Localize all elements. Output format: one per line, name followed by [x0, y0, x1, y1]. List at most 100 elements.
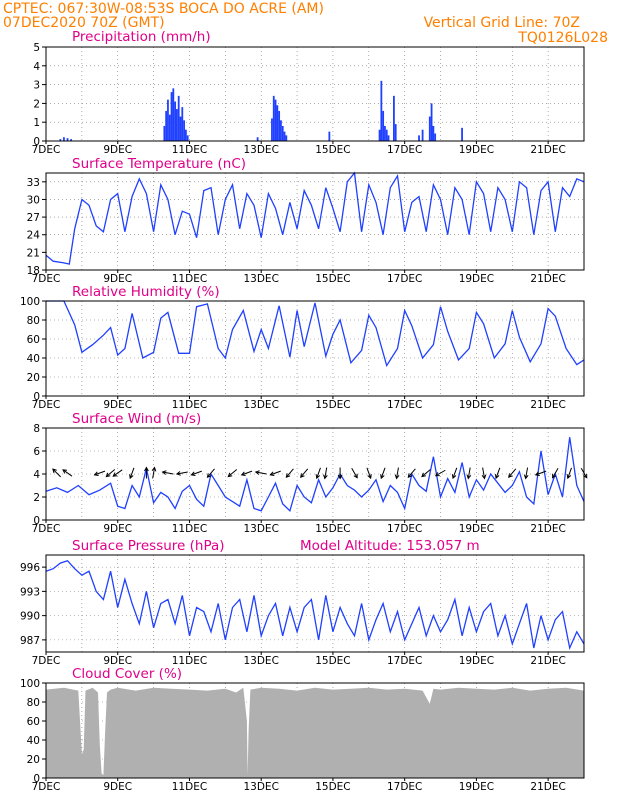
wind-arrow-head	[129, 474, 134, 480]
wind-arrow	[508, 468, 517, 479]
wind-arrow	[323, 467, 328, 480]
wind-arrow	[105, 469, 116, 478]
temperature-ytick-label: 24	[27, 230, 41, 242]
humidity-xtick-label: 7DEC	[32, 399, 61, 411]
precip-bar	[167, 99, 169, 141]
wind-arrow-head	[353, 473, 358, 479]
precip-bar	[170, 92, 173, 141]
wind-arrow-shaft	[421, 469, 431, 477]
wind-arrow-shaft	[316, 467, 321, 479]
humidity-title: Relative Humidity (%)	[72, 284, 220, 300]
precip-bar	[183, 120, 185, 141]
wind-arrow	[285, 468, 294, 479]
wind-arrow-head	[315, 474, 321, 480]
precip-bar	[278, 110, 281, 141]
precip-ytick-label: 0	[33, 136, 40, 148]
model-altitude-label: Model Altitude: 153.057 m	[300, 538, 480, 554]
wind-arrow	[407, 468, 416, 479]
precip-bar	[70, 139, 73, 141]
temperature-xtick-label: 21DEC	[530, 273, 565, 285]
wind-arrow-shaft	[152, 467, 156, 479]
precip-bar	[432, 125, 435, 141]
precip-bar	[181, 107, 184, 141]
temperature-xtick-label: 9DEC	[103, 273, 132, 285]
cloud-xtick-label: 19DEC	[459, 781, 494, 793]
humidity-frame	[45, 300, 585, 397]
wind-arrow	[240, 470, 253, 476]
wind-arrow-shaft	[270, 470, 281, 476]
wind-xtick-label: 21DEC	[530, 523, 565, 535]
precip-bar	[428, 116, 431, 141]
precip-frame	[45, 46, 585, 142]
wind-panel: 0 2 4 6 8 7DEC 9DEC 11DEC 13DEC 15DEC 17DEC 19DEC 21…	[32, 411, 588, 535]
wind-arrow-shaft	[525, 467, 529, 479]
wind-arrow-shaft	[366, 467, 372, 479]
wind-arrow	[421, 469, 431, 478]
precip-xtick-label: 9DEC	[103, 144, 132, 156]
wind-arrow-shaft	[162, 471, 174, 475]
cloud-xtick-label: 21DEC	[530, 781, 565, 793]
precip-bar	[430, 103, 433, 141]
wind-arrow-head	[494, 474, 500, 480]
temperature-xtick-label: 13DEC	[243, 273, 278, 285]
cloud-xtick-label: 11DEC	[172, 781, 207, 793]
precip-bar	[177, 95, 180, 141]
precip-xtick-label: 7DEC	[32, 144, 61, 156]
cloud-ytick-label: 20	[27, 754, 40, 766]
wind-arrow-head	[380, 474, 385, 480]
cloud-frame	[45, 682, 585, 779]
precip-bar	[280, 120, 282, 141]
wind-arrow-head	[394, 474, 400, 480]
precip-bar	[272, 95, 275, 141]
wind-arrow	[206, 468, 215, 479]
pressure-xtick-label: 19DEC	[459, 655, 494, 667]
precip-bar	[394, 124, 397, 141]
humidity-ytick-label: 0	[33, 391, 40, 403]
wind-frame	[45, 427, 585, 521]
wind-series-line	[45, 437, 585, 513]
temperature-ytick-label: 18	[27, 265, 40, 277]
wind-arrow	[190, 470, 202, 476]
cloud-cover-area	[46, 687, 584, 778]
cloud-xtick-label: 9DEC	[103, 781, 132, 793]
wind-arrow-head	[566, 474, 572, 480]
precip-xtick-label: 17DEC	[387, 144, 422, 156]
precip-bar	[393, 95, 395, 141]
wind-xtick-label: 9DEC	[103, 523, 132, 535]
wind-arrow	[434, 469, 446, 477]
cloud-ytick-label: 60	[27, 716, 40, 728]
cloud-ytick-label: 80	[27, 697, 40, 709]
wind-arrow-head	[112, 472, 118, 477]
wind-arrow-head	[323, 474, 328, 480]
temperature-xtick-label: 7DEC	[32, 273, 61, 285]
pressure-frame	[45, 554, 585, 653]
wind-arrow	[300, 468, 309, 479]
wind-arrow	[52, 468, 62, 478]
precip-bar	[421, 129, 424, 141]
wind-arrow-head	[227, 472, 233, 478]
wind-arrow	[534, 470, 547, 476]
wind-arrow	[62, 469, 73, 477]
precip-bar	[163, 125, 166, 141]
wind-arrow	[93, 470, 106, 476]
wind-arrow-shaft	[482, 467, 486, 479]
cloud-xtick-label: 13DEC	[243, 781, 278, 793]
precip-xtick-label: 13DEC	[243, 144, 278, 156]
wind-arrow-head	[367, 474, 372, 480]
wind-arrow-shaft	[495, 467, 501, 479]
pressure-xtick-label: 9DEC	[103, 655, 132, 667]
temperature-ytick-label: 21	[27, 247, 40, 259]
pressure-xtick-label: 7DEC	[32, 655, 61, 667]
wind-arrow	[366, 467, 372, 480]
wind-xtick-label: 11DEC	[172, 523, 207, 535]
vertical-grid-note: Vertical Grid Line: 70Z	[424, 15, 580, 31]
precip-bar	[380, 80, 383, 141]
precip-bar	[271, 118, 273, 141]
wind-arrow-shaft	[351, 467, 358, 479]
wind-arrow-shaft	[300, 468, 309, 478]
wind-ytick-label: 6	[33, 446, 40, 458]
temperature-panel: 18 21 24 27 30 33 7DEC 9DEC 11DEC 13DEC 15DEC 17DEC…	[27, 156, 585, 285]
wind-arrow-shaft	[567, 467, 573, 479]
wind-arrow	[254, 470, 267, 475]
precip-bar	[184, 129, 187, 141]
